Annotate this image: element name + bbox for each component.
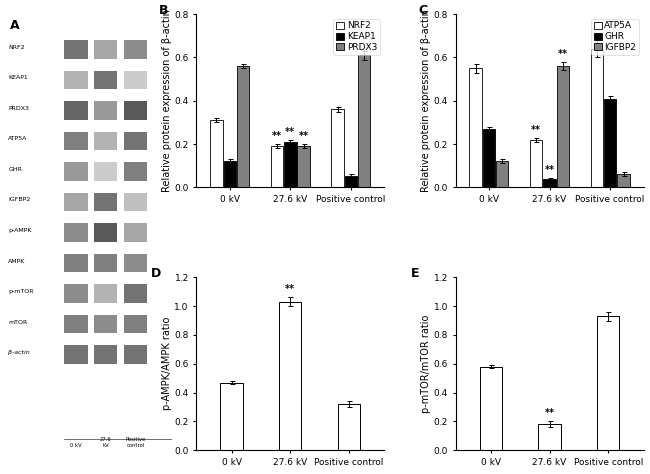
Bar	[94, 254, 117, 273]
Bar	[94, 132, 117, 150]
Bar	[591, 49, 603, 187]
Text: p-AMPK: p-AMPK	[8, 228, 32, 233]
Bar	[538, 424, 561, 450]
Text: D: D	[151, 267, 162, 280]
Bar	[480, 367, 502, 450]
Text: 0 kV: 0 kV	[70, 443, 82, 448]
Bar	[124, 101, 147, 120]
Bar	[124, 71, 147, 89]
Bar	[94, 162, 117, 181]
Text: **: **	[285, 284, 295, 294]
Bar	[64, 101, 88, 120]
Text: **: **	[545, 408, 554, 418]
Text: KEAP1: KEAP1	[8, 75, 28, 81]
Bar	[124, 315, 147, 333]
Bar	[94, 315, 117, 333]
Text: **: **	[272, 131, 282, 141]
Bar	[543, 179, 556, 187]
Y-axis label: Relative protein expression of β-actin: Relative protein expression of β-actin	[162, 9, 172, 192]
Bar	[604, 99, 616, 187]
Bar	[124, 162, 147, 181]
Bar	[237, 66, 249, 187]
Text: GHR: GHR	[8, 167, 22, 172]
Bar	[94, 40, 117, 59]
Bar	[284, 142, 296, 187]
Text: Positive
control: Positive control	[125, 438, 146, 448]
Text: 27.6
kV: 27.6 kV	[100, 438, 112, 448]
Text: PRDX3: PRDX3	[8, 106, 29, 111]
Bar	[94, 71, 117, 89]
Text: mTOR: mTOR	[8, 319, 27, 325]
Bar	[338, 404, 360, 450]
Bar	[64, 162, 88, 181]
Legend: NRF2, KEAP1, PRDX3: NRF2, KEAP1, PRDX3	[333, 19, 380, 55]
Bar	[483, 129, 495, 187]
Bar	[271, 146, 283, 187]
Text: NRF2: NRF2	[8, 45, 25, 50]
Bar	[94, 101, 117, 120]
Bar	[124, 132, 147, 150]
Bar	[94, 193, 117, 211]
Y-axis label: p-AMPK/AMPK ratio: p-AMPK/AMPK ratio	[162, 317, 172, 410]
Bar	[94, 284, 117, 303]
Text: ATP5A: ATP5A	[8, 137, 27, 141]
Text: C: C	[418, 4, 427, 17]
Text: AMPK: AMPK	[8, 258, 25, 264]
Y-axis label: p-mTOR/mTOR ratio: p-mTOR/mTOR ratio	[421, 315, 431, 413]
Text: **: **	[558, 49, 568, 59]
Bar	[94, 346, 117, 364]
Bar	[124, 193, 147, 211]
Bar	[64, 193, 88, 211]
Bar	[64, 315, 88, 333]
Bar	[618, 174, 630, 187]
Bar	[556, 66, 569, 187]
Text: A: A	[10, 18, 20, 32]
Bar	[64, 223, 88, 242]
Bar	[64, 132, 88, 150]
Bar	[64, 71, 88, 89]
Bar	[597, 316, 619, 450]
Bar	[224, 161, 236, 187]
Bar	[210, 120, 222, 187]
Bar	[124, 284, 147, 303]
Y-axis label: Relative protein expression of β-actin: Relative protein expression of β-actin	[421, 9, 431, 192]
Bar	[469, 68, 482, 187]
Text: E: E	[411, 267, 419, 280]
Legend: ATP5A, GHR, IGFBP2: ATP5A, GHR, IGFBP2	[591, 19, 639, 55]
Bar	[279, 302, 302, 450]
Text: **: **	[545, 165, 554, 175]
Text: IGFBP2: IGFBP2	[8, 198, 31, 202]
Bar	[530, 140, 543, 187]
Bar	[344, 176, 357, 187]
Bar	[64, 40, 88, 59]
Text: p-mTOR: p-mTOR	[8, 289, 34, 294]
Bar	[496, 161, 508, 187]
Bar	[94, 223, 117, 242]
Bar	[332, 109, 344, 187]
Text: B: B	[159, 4, 168, 17]
Bar	[64, 254, 88, 273]
Bar	[220, 383, 242, 450]
Bar	[124, 254, 147, 273]
Bar	[358, 55, 370, 187]
Text: **: **	[285, 127, 295, 137]
Bar	[298, 146, 310, 187]
Text: **: **	[298, 131, 309, 141]
Bar	[124, 40, 147, 59]
Bar	[64, 346, 88, 364]
Text: **: **	[531, 125, 541, 135]
Bar	[64, 284, 88, 303]
Bar	[124, 223, 147, 242]
Bar	[124, 346, 147, 364]
Text: β-actin: β-actin	[8, 350, 30, 355]
